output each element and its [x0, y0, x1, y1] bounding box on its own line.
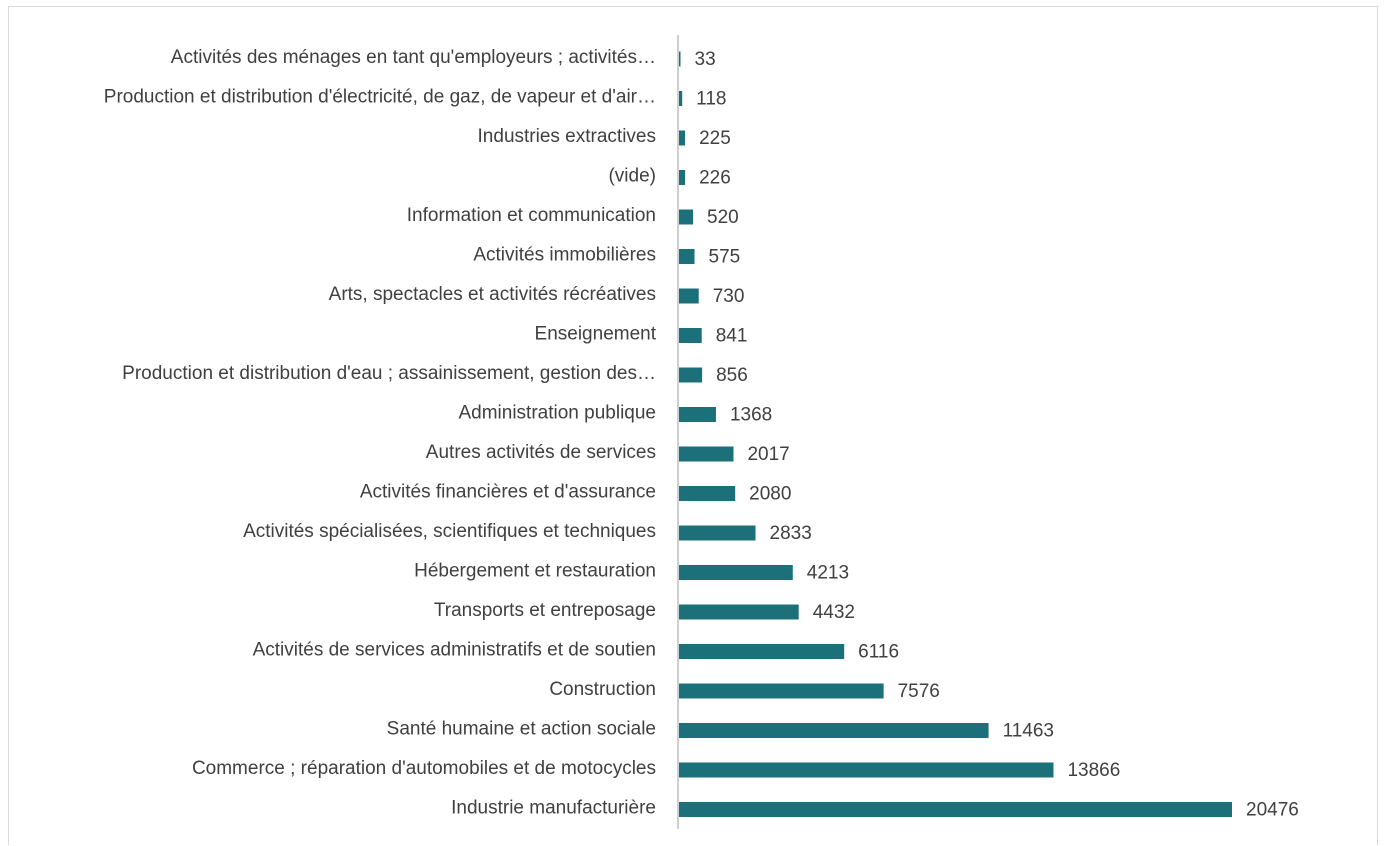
- category-label: Activités de services administratifs et …: [253, 640, 656, 661]
- category-label: Administration publique: [458, 403, 656, 424]
- data-label: 13866: [1067, 760, 1120, 781]
- data-label: 730: [713, 286, 745, 307]
- category-label: Hébergement et restauration: [414, 561, 656, 582]
- data-label: 4213: [807, 563, 849, 584]
- category-label: Construction: [549, 679, 656, 700]
- data-label: 225: [699, 128, 731, 149]
- bar: [679, 723, 989, 738]
- bar: [679, 130, 686, 146]
- data-label: 7576: [898, 681, 940, 702]
- data-label: 33: [695, 49, 716, 70]
- bar: [679, 367, 703, 383]
- data-label: 6116: [858, 642, 899, 663]
- bar: [679, 486, 736, 501]
- bar: [679, 644, 845, 659]
- bar: [679, 51, 681, 67]
- bar: [679, 565, 793, 580]
- category-label: Industries extractives: [478, 126, 656, 147]
- category-label: Industrie manufacturière: [451, 798, 656, 819]
- bar: [679, 802, 1232, 817]
- data-label: 2080: [749, 484, 791, 505]
- chart-area: Activités des ménages en tant qu'employe…: [8, 6, 1378, 845]
- bar: [679, 525, 756, 541]
- bar: [679, 683, 884, 699]
- bar-chart: Activités des ménages en tant qu'employe…: [104, 35, 1299, 829]
- category-label: Transports et entreposage: [434, 600, 656, 621]
- data-label: 226: [699, 168, 731, 189]
- data-label: 841: [716, 326, 748, 347]
- data-label: 575: [709, 247, 741, 268]
- category-label: Information et communication: [407, 205, 656, 226]
- bar: [679, 91, 683, 106]
- category-label: (vide): [608, 166, 656, 187]
- category-label: Activités immobilières: [473, 245, 656, 266]
- data-label: 20476: [1246, 800, 1299, 821]
- data-label: 118: [696, 89, 726, 110]
- data-label: 2017: [747, 444, 789, 465]
- data-label: 4432: [813, 602, 855, 623]
- bar: [679, 604, 799, 620]
- data-label: 520: [707, 207, 739, 228]
- category-label: Production et distribution d'électricité…: [104, 87, 656, 108]
- category-label: Activités financières et d'assurance: [360, 482, 656, 503]
- bar: [679, 328, 702, 343]
- category-label: Commerce ; réparation d'automobiles et d…: [192, 758, 656, 779]
- bar: [679, 170, 686, 185]
- bar: [679, 249, 695, 264]
- category-label: Activités spécialisées, scientifiques et…: [243, 521, 656, 542]
- bar: [679, 407, 716, 422]
- data-label: 11463: [1003, 721, 1054, 742]
- bar: [679, 762, 1054, 778]
- category-label: Autres activités de services: [426, 442, 656, 463]
- bar: [679, 446, 734, 462]
- data-label: 1368: [730, 405, 772, 426]
- category-label: Arts, spectacles et activités récréative…: [329, 284, 656, 305]
- category-label: Production et distribution d'eau ; assai…: [122, 363, 656, 384]
- data-label: 856: [716, 365, 748, 386]
- category-label: Activités des ménages en tant qu'employe…: [171, 47, 656, 68]
- bar: [679, 209, 694, 225]
- bar: [679, 288, 699, 304]
- category-label: Santé humaine et action sociale: [387, 719, 656, 740]
- category-label: Enseignement: [535, 324, 657, 345]
- data-label: 2833: [770, 523, 812, 544]
